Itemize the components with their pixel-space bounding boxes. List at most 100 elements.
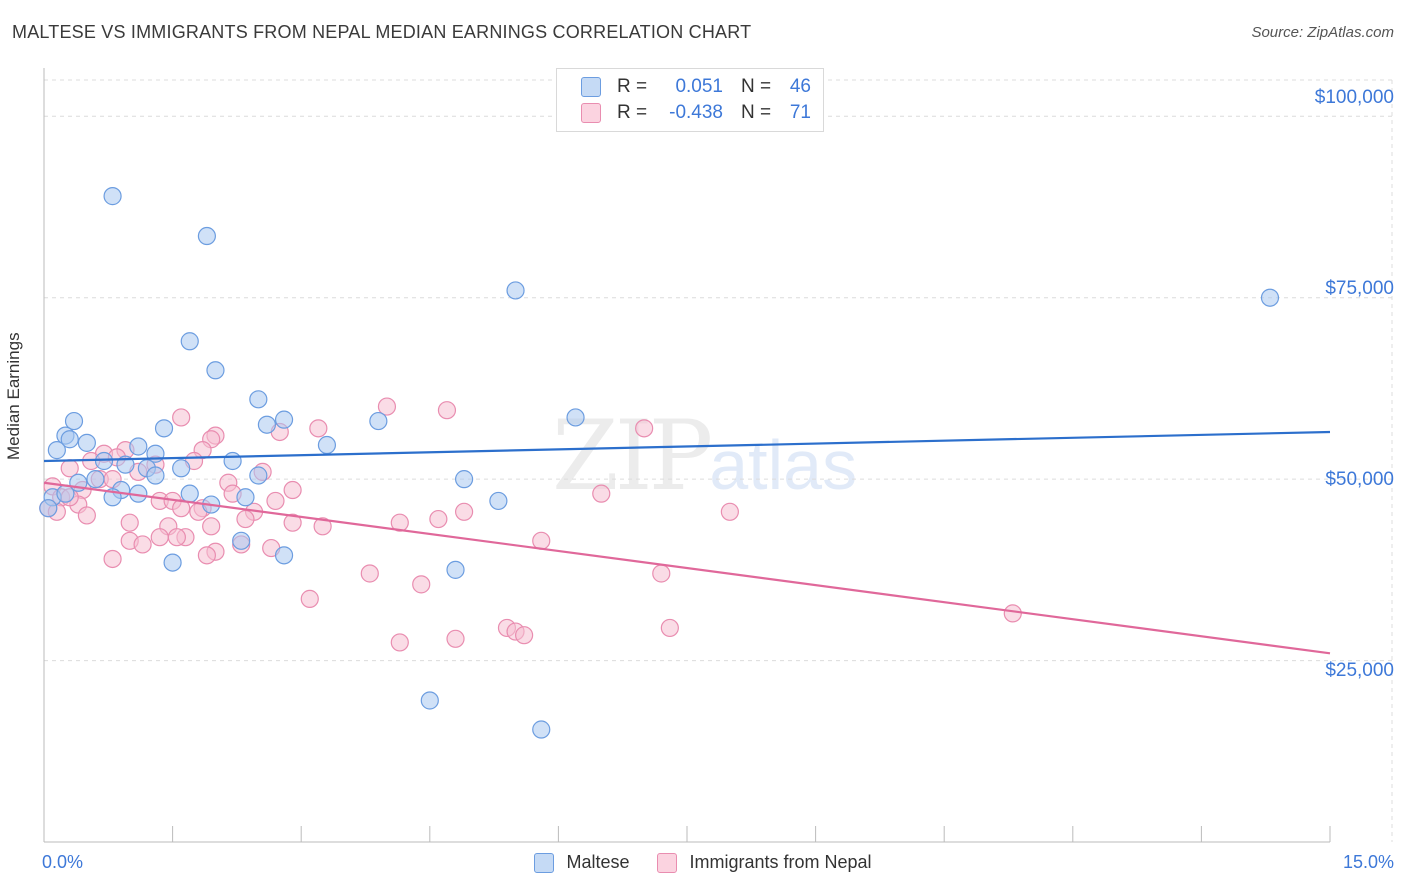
nepal-point bbox=[167, 528, 186, 547]
maltese-point bbox=[172, 459, 191, 478]
nepal-point bbox=[532, 531, 551, 550]
nepal-point bbox=[236, 509, 255, 529]
nepal-point bbox=[515, 626, 534, 645]
legend-n-value: 46 bbox=[789, 76, 811, 97]
nepal-point bbox=[635, 419, 654, 438]
legend-label-maltese: Maltese bbox=[566, 852, 630, 872]
x-tick-label-min: 0.0% bbox=[42, 852, 84, 872]
y-tick-label-25000: $25,000 bbox=[1325, 660, 1394, 681]
source-label: Source: ZipAtlas.com bbox=[1251, 24, 1394, 41]
maltese-point bbox=[454, 470, 474, 489]
maltese-point bbox=[1260, 288, 1280, 307]
y-axis-label: Median Earnings bbox=[4, 332, 23, 460]
maltese-point bbox=[180, 484, 199, 503]
legend-r-value: 0.051 bbox=[675, 76, 723, 97]
nepal-point bbox=[309, 419, 328, 438]
maltese-point bbox=[129, 437, 148, 456]
maltese-point bbox=[39, 499, 58, 518]
nepal-point bbox=[660, 618, 679, 638]
nepal-point bbox=[202, 517, 221, 536]
nepal-point bbox=[377, 397, 397, 416]
maltese-point bbox=[489, 491, 508, 511]
nepal-point bbox=[652, 564, 671, 583]
maltese-point bbox=[274, 410, 294, 429]
maltese-point bbox=[274, 546, 294, 565]
maltese-point bbox=[249, 390, 268, 409]
maltese-point bbox=[60, 430, 79, 449]
maltese-point bbox=[223, 451, 242, 471]
legend-r-label: R = bbox=[617, 102, 648, 123]
y-tick-label-75000: $75,000 bbox=[1325, 278, 1394, 299]
nepal-point bbox=[103, 549, 122, 569]
maltese-point bbox=[532, 720, 551, 739]
nepal-point bbox=[283, 480, 302, 500]
nepal-point bbox=[720, 502, 739, 521]
maltese-trend-line bbox=[43, 430, 1331, 463]
maltese-swatch bbox=[581, 77, 601, 97]
nepal-point bbox=[429, 509, 448, 529]
maltese-point bbox=[77, 433, 96, 452]
legend-row-nepal: R = -0.438 N = 71 bbox=[581, 101, 811, 125]
maltese-point bbox=[249, 466, 268, 485]
maltese-point bbox=[116, 455, 135, 474]
nepal-point bbox=[592, 484, 611, 503]
nepal-point bbox=[390, 633, 409, 652]
nepal-point bbox=[120, 513, 139, 532]
legend-label-nepal: Immigrants from Nepal bbox=[689, 852, 872, 872]
legend-r-value: -0.438 bbox=[669, 102, 723, 123]
nepal-trend-line bbox=[43, 481, 1331, 655]
nepal-point bbox=[360, 564, 379, 583]
legend-n-value: 71 bbox=[789, 102, 811, 123]
maltese-point bbox=[206, 361, 225, 380]
maltese-point bbox=[64, 411, 84, 431]
nepal-point bbox=[172, 408, 191, 427]
maltese-point bbox=[197, 226, 216, 246]
maltese-point bbox=[163, 553, 182, 572]
maltese-point bbox=[146, 466, 165, 485]
maltese-point bbox=[369, 411, 388, 431]
legend-r-label: R = bbox=[617, 76, 648, 97]
nepal-point bbox=[197, 546, 216, 565]
maltese-point bbox=[56, 484, 75, 503]
nepal-point bbox=[283, 513, 302, 532]
maltese-point bbox=[94, 451, 114, 471]
maltese-point bbox=[506, 281, 525, 300]
legend-row-maltese: R = 0.051 N = 46 bbox=[581, 75, 811, 99]
maltese-point bbox=[154, 419, 174, 438]
nepal-point bbox=[77, 506, 96, 525]
nepal-point bbox=[266, 491, 285, 511]
maltese-point bbox=[180, 332, 199, 351]
nepal-point bbox=[446, 629, 465, 648]
nepal-point bbox=[1003, 604, 1022, 623]
maltese-point bbox=[86, 470, 105, 489]
nepal-point bbox=[437, 401, 457, 420]
nepal-point bbox=[133, 535, 152, 554]
watermark-atlas: atlas bbox=[709, 426, 858, 504]
legend-item-nepal[interactable]: Immigrants from Nepal bbox=[657, 852, 872, 873]
stats-legend: R = 0.051 N = 46 R = -0.438 N = 71 bbox=[556, 68, 824, 132]
legend-item-maltese[interactable]: Maltese bbox=[534, 852, 629, 873]
nepal-point bbox=[454, 502, 474, 521]
maltese-point bbox=[232, 531, 251, 550]
legend-n-label: N = bbox=[741, 102, 772, 123]
nepal-point bbox=[313, 517, 332, 536]
maltese-point bbox=[257, 415, 277, 434]
nepal-swatch bbox=[581, 103, 601, 123]
y-tick-label-50000: $50,000 bbox=[1325, 469, 1394, 490]
chart-title: MALTESE VS IMMIGRANTS FROM NEPAL MEDIAN … bbox=[12, 22, 752, 42]
nepal-point bbox=[390, 513, 409, 532]
maltese-point bbox=[47, 441, 66, 460]
maltese-point bbox=[420, 691, 439, 710]
maltese-point bbox=[317, 435, 337, 455]
maltese-swatch bbox=[534, 852, 555, 873]
nepal-point bbox=[150, 528, 169, 547]
legend-n-label: N = bbox=[741, 76, 772, 97]
nepal-swatch bbox=[657, 852, 678, 873]
maltese-point bbox=[236, 488, 255, 507]
y-tick-label-100000: $100,000 bbox=[1314, 87, 1394, 108]
nepal-point bbox=[412, 575, 431, 594]
series-legend: Maltese Immigrants from Nepal bbox=[0, 852, 1406, 873]
x-tick-label-max: 15.0% bbox=[1342, 852, 1394, 872]
maltese-point bbox=[566, 408, 585, 427]
